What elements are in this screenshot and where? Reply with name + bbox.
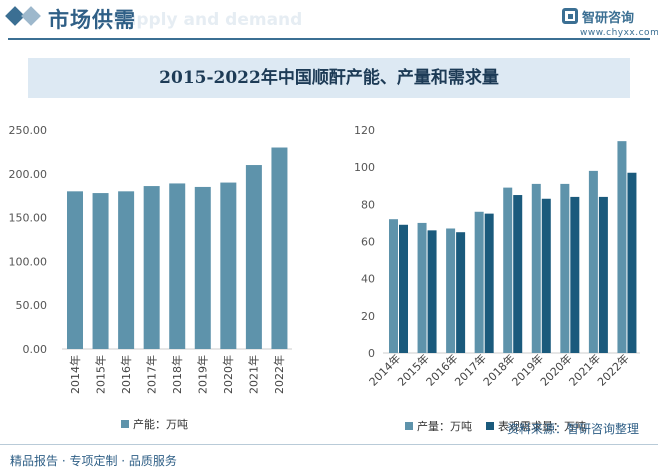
capacity-xtick-label: 2019年 xyxy=(196,355,210,394)
capacity-xtick-label: 2016年 xyxy=(119,355,133,394)
logo-name: 智研咨询 xyxy=(582,11,635,26)
page-header: Supply and demand 市场供需 智研咨询 www.chyxx.co… xyxy=(0,0,658,44)
chart-title: 2015-2022年中国顺酐产能、产量和需求量 xyxy=(28,58,630,98)
output-bar-b xyxy=(427,230,437,353)
output-bar-b xyxy=(541,198,551,353)
capacity-xtick-label: 2015年 xyxy=(93,355,107,394)
capacity-legend-label: 产能：万吨 xyxy=(133,417,188,431)
output-bar-a xyxy=(503,187,513,353)
capacity-xtick-label: 2014年 xyxy=(68,355,82,394)
page-footer: 精品报告 · 专项定制 · 品质服务 xyxy=(0,444,658,470)
capacity-ytick-label: 50.00 xyxy=(16,299,48,312)
capacity-ytick-label: 100.00 xyxy=(9,255,48,268)
capacity-xtick-label: 2018年 xyxy=(170,355,184,394)
logo-url: www.chyxx.com xyxy=(580,28,658,38)
capacity-bar-a xyxy=(194,186,211,349)
capacity-bar-a xyxy=(245,165,262,349)
source-note: 资料来源：智研咨询整理 xyxy=(507,422,640,436)
capacity-bar-a xyxy=(169,183,186,349)
capacity-xtick-label: 2021年 xyxy=(247,355,261,394)
output-bar-b xyxy=(484,213,494,353)
output-ytick-label: 100 xyxy=(354,161,375,174)
output-bar-a xyxy=(446,228,456,353)
output-bar-b xyxy=(598,196,608,353)
output-bar-a xyxy=(417,222,427,353)
output-legend-swatch xyxy=(486,422,494,430)
footer-divider xyxy=(0,444,658,445)
output-bar-a xyxy=(617,141,627,353)
footer-slogan: 精品报告 · 专项定制 · 品质服务 xyxy=(10,454,177,468)
output-ytick-label: 120 xyxy=(354,124,375,137)
output-bar-b xyxy=(399,224,408,353)
output-ytick-label: 60 xyxy=(361,236,375,249)
capacity-ytick-label: 150.00 xyxy=(9,212,48,225)
header-ghost-text: Supply and demand xyxy=(112,10,303,30)
capacity-xtick-label: 2017年 xyxy=(144,355,158,394)
capacity-bar-a xyxy=(118,191,135,349)
capacity-bar-a xyxy=(143,186,160,349)
capacity-xtick-label: 2020年 xyxy=(221,355,235,394)
capacity-bar-a xyxy=(67,191,83,349)
output-bar-a xyxy=(474,211,484,353)
output-bar-b xyxy=(570,196,580,353)
output-bar-a xyxy=(389,219,398,353)
capacity-ytick-label: 200.00 xyxy=(9,168,48,181)
capacity-bar-a xyxy=(92,193,109,349)
output-bar-b xyxy=(627,172,637,353)
output-bar-b xyxy=(456,232,466,353)
capacity-ytick-label: 0.00 xyxy=(23,343,48,356)
capacity-legend-swatch xyxy=(121,420,129,428)
output-ytick-label: 40 xyxy=(361,273,375,286)
output-ytick-label: 0 xyxy=(368,347,375,360)
capacity-bar-a xyxy=(271,147,288,349)
output-bar-a xyxy=(531,183,541,353)
output-bar-b xyxy=(513,195,523,353)
output-ytick-label: 80 xyxy=(361,198,375,211)
output-legend-swatch xyxy=(405,422,413,430)
logo-icon xyxy=(562,8,578,24)
capacity-bar-a xyxy=(220,182,237,349)
capacity-ytick-label: 250.00 xyxy=(9,124,48,137)
output-xtick-label: 2022年 xyxy=(594,351,631,388)
output-ytick-label: 20 xyxy=(361,310,375,323)
section-title: 市场供需 xyxy=(48,8,136,32)
output-bar-a xyxy=(588,170,598,353)
capacity-xtick-label: 2022年 xyxy=(272,355,286,394)
header-divider xyxy=(8,38,650,40)
output-legend-label: 表观需求量：万吨 xyxy=(498,419,586,433)
output-legend-label: 产量：万吨 xyxy=(417,419,472,433)
output-bar-a xyxy=(560,183,570,353)
